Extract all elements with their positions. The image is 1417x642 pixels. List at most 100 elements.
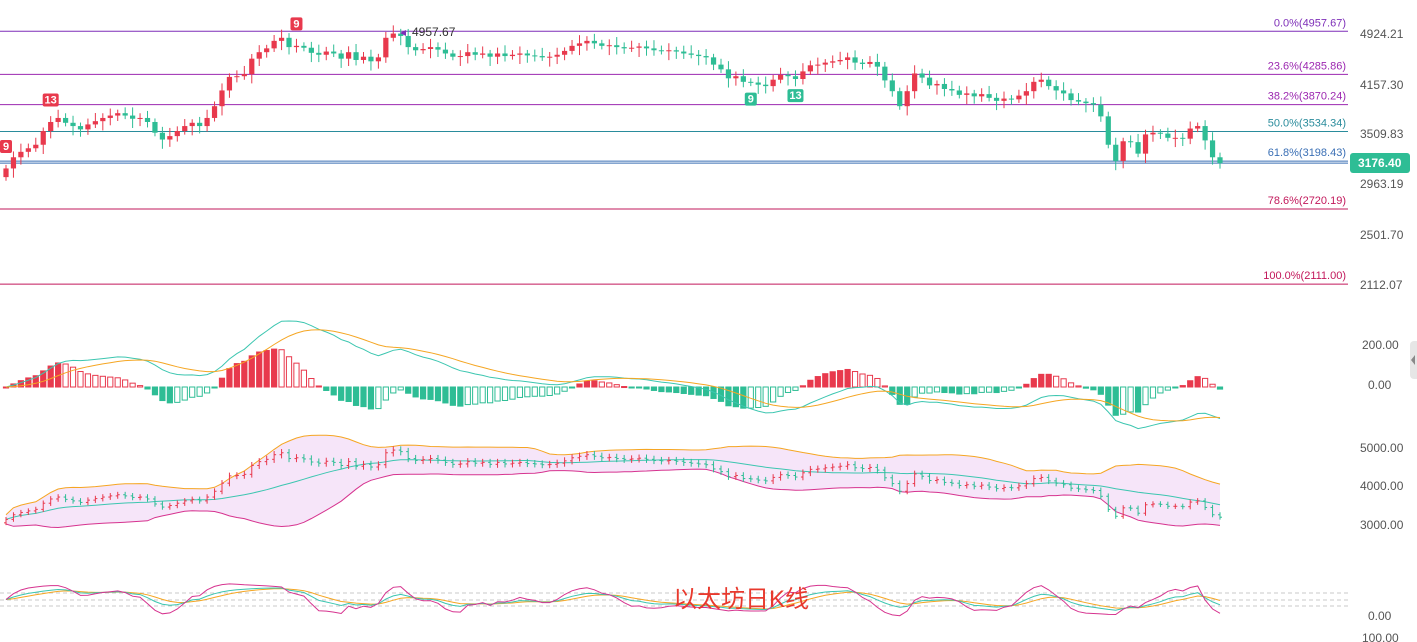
- candle-body: [949, 88, 955, 91]
- candle-body: [1075, 100, 1082, 102]
- macd-histogram-bar: [412, 386, 419, 398]
- macd-histogram-bar: [1149, 386, 1157, 399]
- candle-body: [993, 97, 1000, 101]
- boll-tick-label: 3000.00: [1360, 518, 1404, 532]
- candle-body: [755, 82, 761, 85]
- macd-histogram-bar: [241, 360, 248, 388]
- candle-body: [360, 56, 367, 60]
- candle-body: [293, 45, 300, 48]
- candle-body: [226, 76, 233, 91]
- macd-histogram-bar: [367, 386, 375, 410]
- price-tick-label: 2112.07: [1360, 278, 1403, 292]
- candle-body: [308, 47, 314, 53]
- candle-body: [413, 47, 419, 51]
- macd-histogram-bar: [1000, 386, 1008, 392]
- candle-body: [837, 59, 843, 62]
- candle-body: [1209, 140, 1216, 158]
- sequence-marker-label: 13: [45, 95, 57, 107]
- boll-tick-label: 4000.00: [1360, 479, 1404, 493]
- macd-histogram-bar: [1097, 386, 1104, 395]
- candle-body: [815, 64, 821, 66]
- macd-histogram-bar: [1053, 375, 1060, 388]
- kdj-tick-label: 100.00: [1362, 631, 1399, 642]
- candle-body: [547, 56, 553, 58]
- candle-body: [301, 45, 307, 48]
- candle-body: [241, 74, 247, 77]
- macd-histogram-bar: [487, 386, 494, 404]
- macd-histogram-bar: [866, 374, 874, 388]
- macd-histogram-bar: [84, 373, 92, 388]
- candle-body: [442, 49, 449, 54]
- macd-histogram-bar: [211, 386, 218, 389]
- macd-histogram-bar: [457, 386, 464, 407]
- candle-body: [1142, 134, 1149, 154]
- macd-histogram-bar: [598, 381, 605, 388]
- candle-body: [919, 73, 925, 78]
- macd-histogram-bar: [539, 386, 546, 397]
- macd-tick-label: 0.00: [1368, 378, 1392, 392]
- candle-body: [159, 132, 166, 140]
- macd-histogram-bar: [606, 382, 613, 388]
- kdj-axis: 0.00 100.00: [1362, 609, 1399, 642]
- macd-histogram-bar: [271, 348, 278, 388]
- macd-histogram-bar: [47, 365, 54, 388]
- candle-body: [1165, 133, 1171, 138]
- candle-body: [435, 47, 441, 50]
- sequence-marker-box: [42, 93, 59, 107]
- high-price-label: 4957.67: [412, 25, 456, 39]
- candle-body: [725, 69, 732, 79]
- candle-body: [904, 91, 910, 107]
- fib-level-label: 61.8%(3198.43): [1268, 147, 1346, 159]
- macd-histogram-bar: [948, 386, 955, 394]
- macd-histogram-bar: [896, 386, 903, 405]
- macd-histogram-bar: [1120, 386, 1127, 415]
- price-tick-label: 2963.19: [1360, 177, 1404, 191]
- candle-body: [539, 56, 545, 58]
- macd-histogram-bar: [32, 375, 39, 388]
- macd-histogram-bar: [1090, 386, 1097, 391]
- candle-body: [1008, 98, 1015, 100]
- macd-histogram-bar: [933, 386, 941, 393]
- candle-body: [1113, 144, 1119, 161]
- macd-histogram-bar: [844, 368, 851, 388]
- candle-body: [167, 136, 173, 140]
- macd-histogram-bar: [472, 386, 479, 405]
- macd-histogram-bar: [233, 363, 240, 388]
- candle-body: [278, 37, 285, 41]
- macd-histogram-bar: [77, 371, 84, 388]
- candle-body: [450, 53, 456, 57]
- price-tick-label: 4924.21: [1360, 27, 1404, 41]
- macd-histogram-bar: [680, 386, 687, 394]
- candle-body: [889, 80, 895, 92]
- candle-body: [1150, 132, 1156, 135]
- candle-body: [234, 76, 240, 78]
- macd-histogram-bar: [1216, 386, 1224, 390]
- candle-body: [264, 48, 270, 53]
- macd-histogram-bar: [285, 356, 293, 388]
- side-panel-toggle[interactable]: [1410, 341, 1417, 379]
- sequence-marker-label: 9: [3, 141, 9, 153]
- macd-histogram-bar: [1075, 385, 1082, 388]
- macd-histogram-bar: [889, 386, 896, 395]
- macd-histogram-bar: [978, 386, 985, 393]
- macd-histogram-bar: [338, 386, 345, 401]
- bollinger-middle-line: [5, 459, 1221, 520]
- macd-histogram-bar: [1187, 380, 1194, 388]
- macd-axis: 200.00 0.00: [1362, 338, 1399, 392]
- candle-body: [591, 40, 597, 44]
- candle-body: [710, 57, 717, 65]
- macd-histogram-bar: [814, 376, 821, 388]
- bollinger-upper-line: [5, 434, 1221, 516]
- macd-histogram-bar: [568, 386, 576, 389]
- price-tick-label: 2501.70: [1360, 228, 1404, 242]
- macd-histogram-bar: [941, 386, 948, 394]
- candle-body: [629, 47, 635, 49]
- macd-histogram-bar: [293, 362, 300, 388]
- candle-body: [1060, 90, 1067, 94]
- macd-dea-line: [5, 329, 1221, 422]
- candle-body: [197, 122, 203, 127]
- candle-body: [1187, 128, 1193, 139]
- macd-histogram-bar: [561, 386, 568, 392]
- macd-histogram-bar: [1038, 373, 1045, 388]
- macd-histogram-bar: [330, 386, 337, 396]
